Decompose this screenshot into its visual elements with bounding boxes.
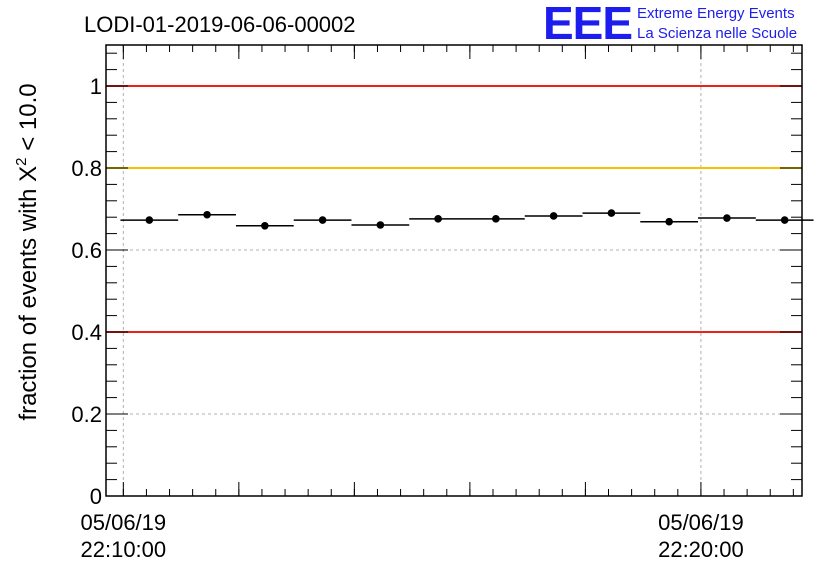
x-tick-label-date: 05/06/19 [658,510,744,535]
axis-ticks: 00.20.40.60.8105/06/1922:10:0005/06/1922… [71,45,802,562]
y-tick-label: 0.2 [71,402,102,427]
y-axis-title-symbol: X [15,166,42,182]
x-tick-label-time: 22:20:00 [658,537,744,562]
plot-frame [105,44,803,497]
data-point [145,216,154,224]
y-axis-title-tail: < 10.0 [15,83,42,157]
y-axis-title: fraction of events with X2 < 10.0 [13,83,42,420]
x-tick-label-date: 05/06/19 [81,510,167,535]
eee-logo-line2: La Scienza nelle Scuole [637,25,797,42]
grid-lines [106,45,802,496]
data-point [607,209,616,217]
data-point [549,212,558,220]
eee-logo-line1: Extreme Energy Events [637,5,795,22]
eee-logo: EEE Extreme Energy Events La Scienza nel… [543,0,797,49]
chart-title: LODI-01-2019-06-06-00002 [84,12,356,37]
y-tick-label: 1 [90,74,102,99]
data-point [376,221,385,229]
eee-logo-mark: EEE [543,0,632,49]
data-point [780,216,789,224]
x-tick-label-time: 22:10:00 [81,537,167,562]
data-point [723,214,731,222]
y-tick-label: 0.4 [71,320,102,345]
data-point [665,217,673,226]
data-point [261,222,269,230]
data-point [318,216,327,224]
data-point [203,210,211,219]
data-series [120,209,814,230]
y-tick-label: 0 [90,484,102,509]
y-tick-label: 0.6 [71,238,102,263]
data-point [434,215,442,223]
reference-lines [106,85,802,333]
data-point [492,215,500,223]
y-axis-title-main: fraction of events with [15,182,42,421]
y-axis-title-sup: 2 [13,157,30,165]
y-tick-label: 0.8 [71,156,102,181]
